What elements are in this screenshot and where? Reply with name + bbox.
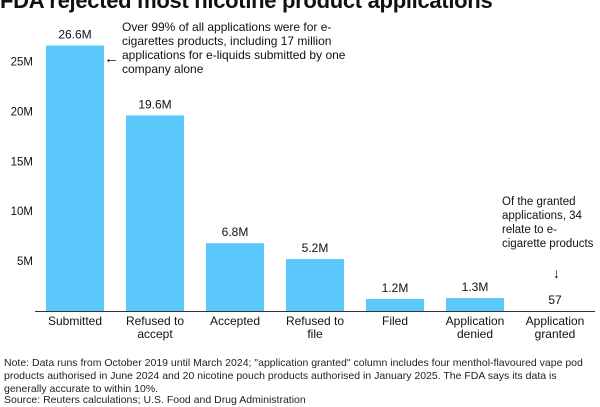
y-tick-label: 10M xyxy=(11,206,33,218)
data-label: 6.8M xyxy=(222,225,249,239)
y-tick-label: 25M xyxy=(11,56,33,68)
annotation-granted: Of the granted applications, 34 relate t… xyxy=(502,195,598,251)
category-label: accept xyxy=(137,327,173,341)
y-tick-label: 15M xyxy=(11,156,33,168)
data-label: 57 xyxy=(548,293,562,307)
category-label: Refused to xyxy=(126,314,184,328)
category-label: granted xyxy=(535,327,576,341)
data-label: 1.2M xyxy=(382,281,409,295)
y-tick-label: 20M xyxy=(11,106,33,118)
bar xyxy=(446,298,504,311)
category-label: Accepted xyxy=(210,314,260,328)
bar xyxy=(126,115,184,311)
bar xyxy=(46,46,104,312)
category-label: file xyxy=(307,327,323,341)
down-arrow-icon: ↓ xyxy=(553,266,560,280)
left-arrow-icon: ← xyxy=(104,52,119,66)
y-tick-label: 5M xyxy=(17,256,33,268)
category-label: Submitted xyxy=(48,314,102,328)
category-label: Application xyxy=(526,314,585,328)
category-label: Application xyxy=(446,314,505,328)
bar xyxy=(206,243,264,311)
bar xyxy=(286,259,344,311)
data-label: 19.6M xyxy=(138,97,171,111)
chart-source: Source: Reuters calculations; U.S. Food … xyxy=(4,394,598,407)
chart-note: Note: Data runs from October 2019 until … xyxy=(4,357,598,396)
data-label: 1.3M xyxy=(462,280,489,294)
bar xyxy=(366,299,424,311)
annotation-submitted: Over 99% of all applications were for e-… xyxy=(122,20,352,76)
category-label: Refused to xyxy=(286,314,344,328)
data-label: 26.6M xyxy=(58,28,91,42)
category-label: denied xyxy=(457,327,493,341)
category-label: Filed xyxy=(382,314,408,328)
data-label: 5.2M xyxy=(302,241,329,255)
